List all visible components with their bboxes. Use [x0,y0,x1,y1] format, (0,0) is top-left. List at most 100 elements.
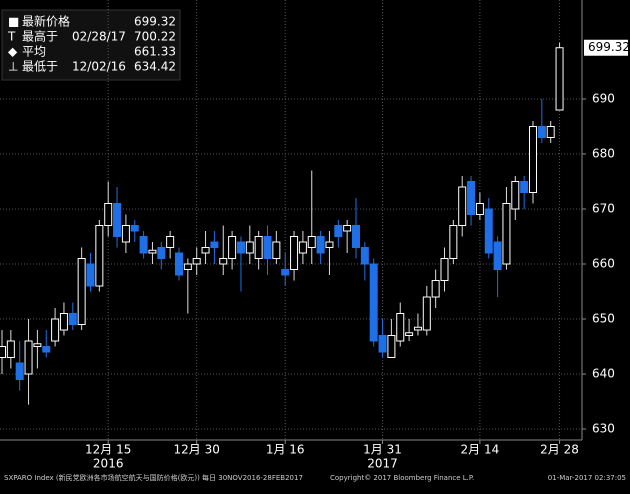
candle-body [537,126,546,138]
legend-label: 最新价格 [22,14,70,29]
last-price-label: 699.32 [588,40,630,54]
candle-body [254,236,263,259]
candle-body [210,241,219,248]
candle-body [458,186,467,226]
candle-body [449,225,458,259]
x-group-label: 2017 [367,457,398,471]
legend-icon: ■ [8,15,19,29]
candle-body [405,332,414,336]
y-tick-label: 660 [592,257,615,271]
footer-center: Copyright© 2017 Bloomberg Finance L.P. [330,474,474,482]
candle-body [77,258,86,325]
last-price-box [584,39,628,56]
y-tick-label: 630 [592,422,615,436]
candle-body [175,252,183,276]
x-tick-label: 1月 16 [266,443,305,457]
candle-body [130,225,139,232]
legend-date: 02/28/17 [72,30,126,44]
x-tick-label: 2月 14 [461,443,500,457]
x-tick-label: 2月 28 [540,443,579,457]
candle-body [272,241,281,259]
candle-body [493,241,502,270]
candle-body [298,241,307,254]
candle-body [369,263,378,342]
legend-label: 最低于 [22,60,58,74]
candle-body [104,203,113,226]
x-tick-label: 12月 15 [85,443,131,457]
candle-body [166,236,175,248]
candle-body [183,263,192,270]
legend-icon: T [7,30,16,44]
candle-body [113,203,122,237]
footer-left: SXPARO Index (新民党欧洲各市场航空航天与国防价格(欧元)) 每日 … [4,473,303,482]
candle-body [343,225,352,232]
legend [1,9,181,81]
candle-body [502,203,511,265]
candle-body [86,263,95,287]
candle-body [316,236,325,254]
candle-body [68,313,77,325]
candle-body [520,181,529,193]
legend-box [1,9,181,81]
candle-body [387,335,396,358]
candle-body [51,318,60,342]
legend-label: 最高于 [22,29,58,44]
x-tick-label: 12月 30 [174,443,220,457]
legend-value: 661.33 [134,45,176,59]
y-tick-label: 650 [592,312,615,326]
candle-body [263,236,272,259]
candle-body [236,241,245,254]
candle-body [431,280,440,298]
candle-body [245,241,254,254]
candle-body [352,225,360,248]
candle-body [290,236,299,270]
x-group-label: 2016 [93,457,124,471]
candle-body [475,203,484,215]
candle-body [201,247,210,254]
candle-body [24,340,33,375]
candle-body [511,181,520,210]
candle-body [360,247,369,265]
legend-value: 699.32 [134,15,176,29]
candle-body [484,208,493,254]
y-tick-label: 670 [592,202,615,216]
candle-body [228,236,237,259]
candle-body [413,326,422,331]
candle-body [42,346,51,353]
legend-icon: ⊥ [8,60,18,74]
candle-body [422,296,431,331]
candle-body [546,126,555,138]
candle-body [396,313,405,342]
candle-body [378,335,387,353]
x-tick-label: 1月 31 [363,443,402,457]
y-tick-label: 640 [592,367,615,381]
candle-body [529,126,537,193]
y-tick-label: 690 [592,92,615,106]
legend-icon: ◆ [8,45,18,59]
candle-body [59,313,68,331]
candle-body [157,247,166,259]
candle-body [325,241,334,248]
candle-body [6,340,15,358]
candle-body [139,236,148,254]
footer-right: 01-Mar-2017 02:37:05 [548,474,626,482]
candle-body [555,47,564,111]
candle-body [15,362,24,380]
candle-body [33,343,42,347]
legend-value: 634.42 [134,60,176,74]
candle-body [281,269,290,276]
legend-value: 700.22 [134,30,176,44]
candle-body [440,258,449,281]
candle-body [148,249,157,254]
candle-body [219,258,228,265]
candle-body [95,225,104,287]
candle-body [307,236,316,248]
candle-body [121,225,130,243]
legend-date: 12/02/16 [72,60,126,74]
candle-body [467,181,476,215]
legend-label: 平均 [22,45,46,59]
candle-body [0,346,6,358]
y-tick-label: 680 [592,147,615,161]
candle-body [192,258,201,265]
